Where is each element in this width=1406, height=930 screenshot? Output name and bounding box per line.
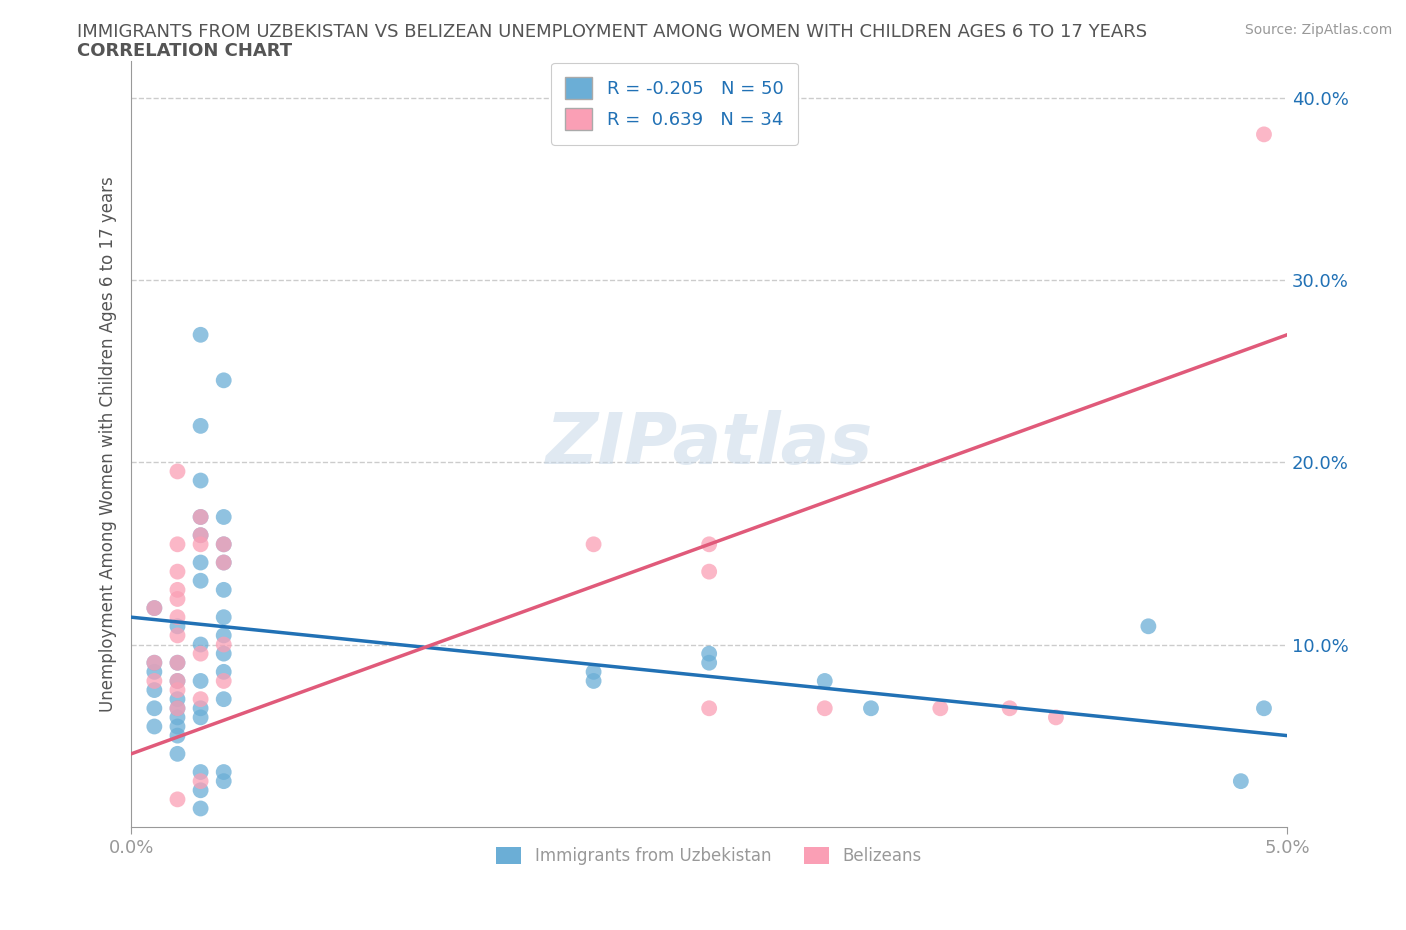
Point	[1045, 710, 1067, 724]
Point	[190, 527, 212, 542]
Text: Source: ZipAtlas.com: Source: ZipAtlas.com	[1244, 23, 1392, 37]
Point	[166, 537, 188, 551]
Point	[212, 610, 235, 625]
Point	[190, 783, 212, 798]
Point	[166, 656, 188, 671]
Point	[190, 692, 212, 707]
Point	[190, 764, 212, 779]
Text: CORRELATION CHART: CORRELATION CHART	[77, 42, 292, 60]
Point	[166, 618, 188, 633]
Point	[166, 565, 188, 579]
Point	[212, 537, 235, 551]
Point	[190, 510, 212, 525]
Point	[697, 537, 720, 551]
Point	[166, 701, 188, 716]
Point	[166, 701, 188, 716]
Point	[190, 418, 212, 433]
Point	[190, 573, 212, 588]
Point	[143, 673, 166, 688]
Point	[814, 701, 837, 716]
Point	[190, 710, 212, 724]
Point	[582, 673, 605, 688]
Point	[212, 510, 235, 525]
Point	[190, 673, 212, 688]
Point	[143, 601, 166, 616]
Point	[166, 728, 188, 743]
Point	[814, 673, 837, 688]
Point	[929, 701, 952, 716]
Point	[166, 673, 188, 688]
Point	[212, 628, 235, 643]
Point	[143, 664, 166, 679]
Point	[1137, 618, 1160, 633]
Point	[212, 774, 235, 789]
Point	[212, 664, 235, 679]
Point	[212, 555, 235, 570]
Point	[143, 701, 166, 716]
Point	[697, 565, 720, 579]
Point	[190, 327, 212, 342]
Y-axis label: Unemployment Among Women with Children Ages 6 to 17 years: Unemployment Among Women with Children A…	[100, 176, 117, 712]
Point	[190, 774, 212, 789]
Point	[166, 683, 188, 698]
Point	[166, 464, 188, 479]
Legend: Immigrants from Uzbekistan, Belizeans: Immigrants from Uzbekistan, Belizeans	[489, 841, 929, 872]
Point	[190, 527, 212, 542]
Point	[212, 764, 235, 779]
Point	[998, 701, 1021, 716]
Point	[143, 656, 166, 671]
Point	[697, 646, 720, 661]
Text: IMMIGRANTS FROM UZBEKISTAN VS BELIZEAN UNEMPLOYMENT AMONG WOMEN WITH CHILDREN AG: IMMIGRANTS FROM UZBEKISTAN VS BELIZEAN U…	[77, 23, 1147, 41]
Point	[190, 537, 212, 551]
Point	[859, 701, 882, 716]
Point	[166, 710, 188, 724]
Point	[190, 801, 212, 816]
Point	[582, 537, 605, 551]
Point	[166, 747, 188, 762]
Point	[212, 537, 235, 551]
Point	[212, 582, 235, 597]
Point	[1253, 701, 1275, 716]
Point	[212, 692, 235, 707]
Point	[166, 656, 188, 671]
Point	[166, 610, 188, 625]
Point	[212, 373, 235, 388]
Point	[143, 683, 166, 698]
Point	[190, 637, 212, 652]
Point	[212, 555, 235, 570]
Point	[166, 692, 188, 707]
Point	[582, 664, 605, 679]
Point	[190, 701, 212, 716]
Point	[212, 637, 235, 652]
Point	[190, 510, 212, 525]
Point	[212, 646, 235, 661]
Point	[166, 591, 188, 606]
Point	[143, 601, 166, 616]
Point	[190, 555, 212, 570]
Text: ZIPatlas: ZIPatlas	[546, 409, 873, 479]
Point	[143, 719, 166, 734]
Point	[143, 656, 166, 671]
Point	[697, 701, 720, 716]
Point	[166, 719, 188, 734]
Point	[166, 582, 188, 597]
Point	[1253, 126, 1275, 141]
Point	[1230, 774, 1253, 789]
Point	[212, 673, 235, 688]
Point	[190, 473, 212, 488]
Point	[190, 646, 212, 661]
Point	[166, 628, 188, 643]
Point	[166, 673, 188, 688]
Point	[166, 792, 188, 807]
Point	[697, 656, 720, 671]
